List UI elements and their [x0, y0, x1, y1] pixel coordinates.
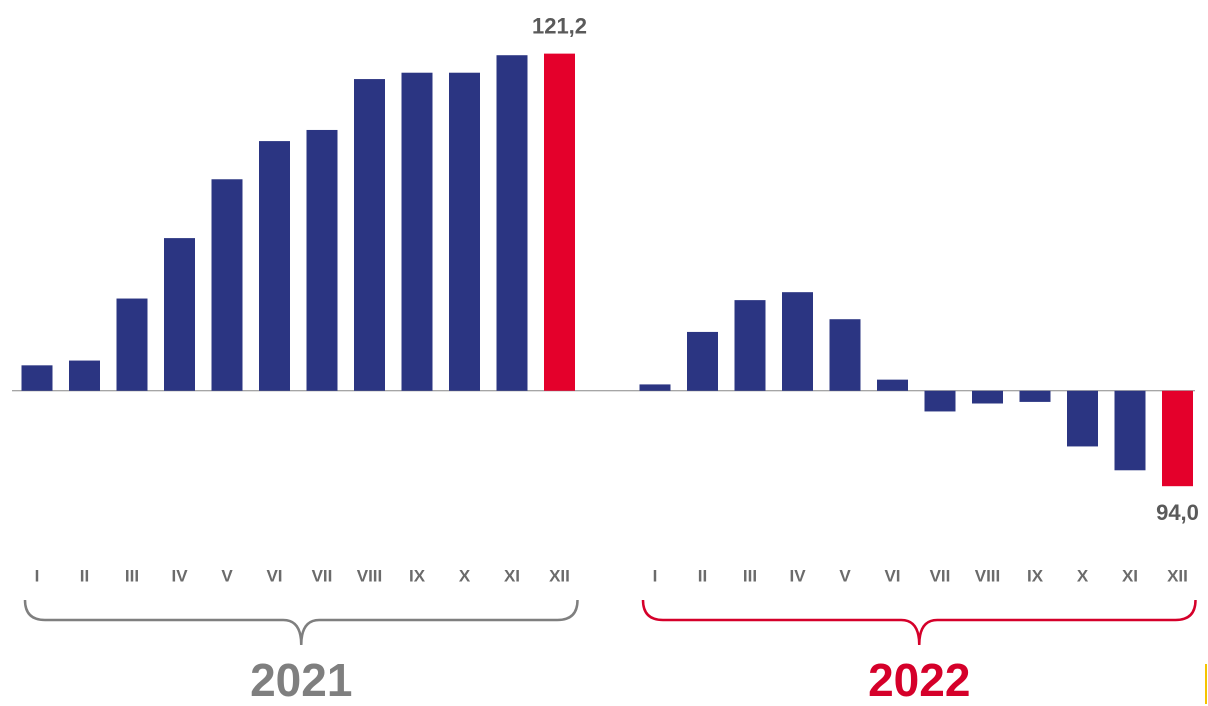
x-tick-label: VI	[884, 566, 900, 585]
x-tick-label: XI	[1122, 566, 1138, 585]
bar	[211, 179, 243, 391]
x-tick-label: VI	[266, 566, 282, 585]
x-tick-label: V	[221, 566, 233, 585]
bar	[354, 79, 385, 391]
x-tick-label: XI	[504, 566, 520, 585]
bar	[1114, 390, 1146, 471]
bar	[734, 300, 766, 391]
value-label: 94,0	[1156, 500, 1199, 525]
bar	[69, 360, 100, 391]
bar	[924, 390, 956, 412]
x-tick-label: IX	[409, 566, 426, 585]
bar	[259, 141, 290, 391]
x-tick-label: III	[125, 566, 139, 585]
bar	[1067, 390, 1098, 447]
bar	[639, 384, 671, 391]
bar	[877, 379, 908, 391]
bar	[116, 298, 148, 391]
bar	[1019, 390, 1051, 402]
bar	[306, 129, 338, 391]
x-tick-label: V	[839, 566, 851, 585]
x-tick-label: II	[80, 566, 89, 585]
bar	[1162, 390, 1193, 487]
bar	[544, 53, 575, 391]
bar	[829, 319, 861, 391]
x-tick-label: VIII	[975, 566, 1001, 585]
bar	[401, 72, 433, 391]
bar	[21, 365, 53, 391]
x-tick-label: IV	[789, 566, 806, 585]
bar	[972, 390, 1003, 404]
x-tick-label: I	[653, 566, 658, 585]
brace	[23, 599, 579, 646]
x-tick-label: IV	[171, 566, 188, 585]
bar	[687, 331, 718, 391]
value-label: 121,2	[532, 13, 587, 38]
year-label: 2021	[250, 654, 352, 706]
x-tick-label: XII	[549, 566, 570, 585]
bar	[782, 292, 813, 391]
x-tick-label: XII	[1167, 566, 1188, 585]
x-tick-label: I	[35, 566, 40, 585]
x-tick-label: III	[743, 566, 757, 585]
brace	[641, 599, 1197, 646]
bar	[449, 72, 480, 391]
bar	[496, 55, 528, 391]
x-tick-label: VII	[312, 566, 333, 585]
x-tick-label: X	[1077, 566, 1089, 585]
x-tick-label: IX	[1027, 566, 1044, 585]
bar	[164, 238, 195, 391]
edge-mark	[1205, 664, 1207, 704]
x-tick-label: VIII	[357, 566, 383, 585]
x-tick-label: VII	[930, 566, 951, 585]
x-tick-label: X	[459, 566, 471, 585]
x-tick-label: II	[698, 566, 707, 585]
year-label: 2022	[868, 654, 970, 706]
